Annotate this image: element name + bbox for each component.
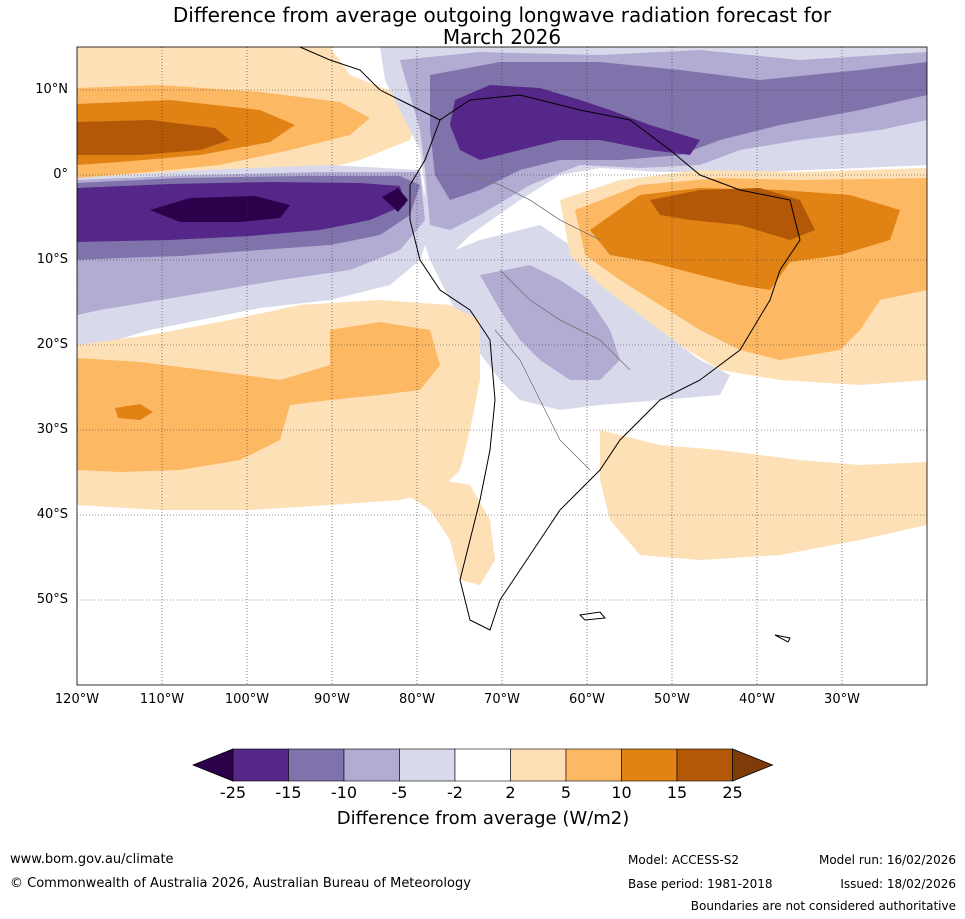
colorbar-segment (288, 748, 345, 782)
copyright-text: © Commonwealth of Australia 2026, Austra… (10, 876, 471, 891)
colorbar (191, 748, 774, 782)
model-run: Model run: 16/02/2026 (818, 853, 956, 867)
colorbar-segment (343, 748, 400, 782)
colorbar-segment (565, 748, 622, 782)
longitude-label: 90°W (314, 692, 350, 707)
colorbar-tick-label: -2 (447, 783, 463, 802)
colorbar-tick-label: 15 (666, 783, 688, 802)
falklands (578, 611, 606, 621)
base-period: Base period: 1981-2018 (628, 877, 773, 891)
bolivia-light-purple (480, 265, 620, 380)
border-lines-2 (499, 269, 631, 371)
patagonia-light-orange (400, 480, 495, 585)
latitude-label: 20°S (36, 337, 68, 352)
latitude-label: 10°S (36, 252, 68, 267)
colorbar-tick-label: -5 (391, 783, 408, 802)
colorbar-tick-label: -25 (219, 783, 247, 802)
south-america-coastline (409, 94, 801, 631)
colorbar-tick-label: -10 (330, 783, 358, 802)
issued-date: Issued: 18/02/2026 (840, 877, 956, 891)
longitude-label: 30°W (824, 692, 860, 707)
colorbar-segment (399, 748, 456, 782)
colorbar-tick-label: 10 (611, 783, 632, 802)
longitude-label: 110°W (139, 692, 185, 707)
longitude-label: 50°W (654, 692, 690, 707)
map-frame (76, 46, 928, 686)
colorbar-max-arrow (732, 748, 774, 782)
longitude-label: 80°W (399, 692, 435, 707)
colorbar-tick-label: 25 (722, 783, 743, 802)
border-lines-3 (494, 329, 591, 471)
map-title: Difference from average outgoing longwav… (77, 4, 927, 48)
caribbean-dark-purple (450, 85, 700, 160)
colorbar-label: Difference from average (W/m2) (336, 808, 630, 829)
ecuador-deepest-purple (382, 188, 408, 212)
latitude-label: 40°S (36, 507, 68, 522)
model-name: Model: ACCESS-S2 (628, 853, 740, 867)
south-pacific-small-orange (115, 404, 153, 420)
colorbar-segment (232, 748, 289, 782)
pacific-deepest-purple (150, 196, 290, 222)
south-atlantic-light-orange (600, 430, 927, 560)
boundaries-disclaimer: Boundaries are not considered authoritat… (690, 899, 956, 913)
colorbar-min-arrow (191, 748, 234, 782)
colorbar-segment (621, 748, 678, 782)
title-line-1: Difference from average outgoing longwav… (172, 3, 832, 27)
latitude-label: 10°N (35, 82, 68, 97)
colorbar-tick-label: 5 (560, 783, 572, 802)
colorbar-tick-label: -15 (275, 783, 302, 802)
longitude-label: 40°W (739, 692, 775, 707)
latitude-label: 30°S (36, 422, 68, 437)
longitude-label: 120°W (54, 692, 100, 707)
country-borders (469, 174, 631, 471)
south-pacific-orange (77, 322, 440, 472)
website-link[interactable]: www.bom.gov.au/climate (10, 852, 174, 867)
latitude-label: 0° (53, 167, 68, 182)
north-pacific-deep-orange (77, 120, 230, 155)
longitude-label: 70°W (484, 692, 520, 707)
longitude-label: 100°W (224, 692, 270, 707)
longitude-label: 60°W (569, 692, 605, 707)
title-line-2: March 2026 (442, 25, 562, 49)
colorbar-segment (510, 748, 567, 782)
south-georgia (774, 634, 791, 643)
brazil-deep-orange (650, 188, 815, 240)
colorbar-segment (454, 748, 511, 782)
colorbar-tick-label: 2 (505, 783, 516, 802)
border-lines-1 (469, 174, 601, 241)
latitude-label: 50°S (36, 592, 68, 607)
colorbar-segment (676, 748, 733, 782)
